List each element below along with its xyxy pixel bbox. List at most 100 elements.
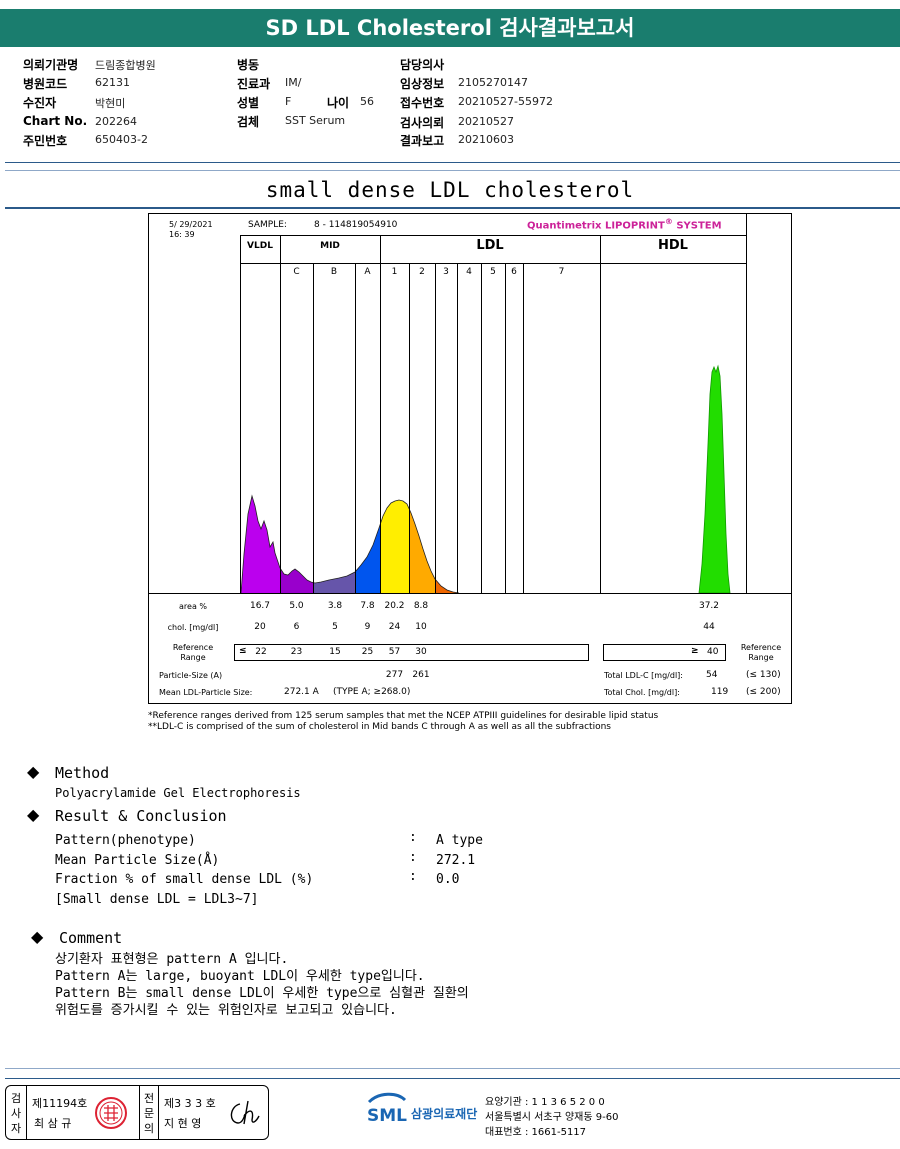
specialist-label-char: 의	[144, 1122, 155, 1135]
patient-name: 박현미	[95, 97, 126, 110]
mean-type: (TYPE A; ≥268.0)	[333, 687, 411, 697]
report-time-stamp: 16: 39	[169, 230, 195, 239]
result-colon: :	[409, 850, 417, 865]
header-line	[240, 235, 747, 236]
result-value: A type	[436, 833, 483, 848]
ref-le-symbol: ≤	[239, 646, 247, 656]
patient-label: 수진자	[23, 96, 57, 110]
band-fill	[435, 579, 459, 593]
particle-size: 277	[385, 670, 404, 680]
ref-value-hdl: 40	[707, 647, 719, 657]
brand-suffix: SYSTEM	[672, 220, 722, 232]
band-divider	[481, 263, 482, 593]
chol-value: 10	[415, 622, 427, 632]
signature-box: 검 사 자 제11194호 최 삼 규 전 문 의 제3 3 3 호 지 현 영	[5, 1085, 269, 1140]
brand-name: LIPOPRINT	[604, 220, 665, 232]
band-divider	[240, 235, 241, 593]
ref-ge-symbol: ≥	[691, 646, 699, 656]
hospital-code-label: 병원코드	[23, 77, 68, 91]
ref-right-b: Range	[748, 653, 774, 662]
band-divider	[505, 263, 506, 593]
comment-line: 위험도를 증가시킬 수 있는 위험인자로 보고되고 있습니다.	[55, 1003, 397, 1018]
brand-registered: ®	[664, 217, 673, 226]
group-mid: MID	[320, 241, 340, 251]
row-label-particle: Particle-Size (A)	[159, 671, 223, 680]
group-ldl: LDL	[476, 238, 504, 253]
result-heading: Result & Conclusion	[55, 807, 227, 825]
tester-name: 최 삼 규	[34, 1117, 72, 1130]
sign-divider	[26, 1086, 27, 1139]
diamond-bullet-icon: ◆	[31, 927, 44, 946]
divider-line	[5, 207, 900, 209]
area-value: 8.8	[413, 601, 429, 611]
ref-right-a: Reference	[740, 643, 782, 652]
sml-logo-icon: SML	[367, 1092, 407, 1126]
institution-label: 의뢰기관명	[23, 58, 79, 72]
band-divider	[409, 263, 410, 593]
comment-line: Pattern A는 large, buoyant LDL이 우세한 type입…	[55, 969, 425, 984]
band-divider	[380, 235, 381, 593]
area-value: 16.7	[249, 601, 271, 611]
row-label-chol: chol. [mg/dl]	[167, 623, 219, 632]
row-label-mean: Mean LDL-Particle Size:	[159, 688, 253, 697]
comment-line: Pattern B는 small dense LDL이 우세한 type으로 심…	[55, 986, 469, 1001]
tester-label-char: 사	[11, 1107, 22, 1120]
ref-value: 30	[415, 647, 427, 657]
diamond-bullet-icon: ◆	[27, 762, 40, 781]
sign-divider	[139, 1086, 140, 1139]
total-chol-value: 119	[711, 687, 729, 697]
result-colon: :	[409, 869, 417, 884]
sign-divider	[158, 1086, 159, 1139]
receipt-label: 접수번호	[400, 96, 445, 110]
ref-value: 23	[290, 647, 303, 657]
total-ldl-ref: (≤ 130)	[746, 670, 781, 680]
institution-value: 드림종합병원	[95, 59, 156, 72]
sml-logo-text: SML	[367, 1106, 407, 1126]
row-label-ref-b: Range	[180, 653, 206, 662]
receipt-value: 20210527-55972	[458, 95, 553, 108]
specialist-label-char: 전	[144, 1092, 155, 1105]
result-label: Mean Particle Size(Å)	[55, 853, 220, 868]
sex-label: 성별	[237, 96, 260, 110]
tester-seal-icon	[95, 1097, 127, 1129]
specialist-signature-icon	[230, 1100, 260, 1125]
tester-license: 제11194호	[32, 1097, 88, 1110]
report-date-stamp: 5/ 29/2021	[169, 220, 213, 229]
total-chol-label: Total Chol. [mg/dl]:	[604, 688, 680, 697]
band-fill	[409, 508, 435, 593]
band-divider	[457, 263, 458, 593]
comment-line: 상기환자 표현형은 pattern A 입니다.	[55, 952, 289, 967]
chol-value-hdl: 44	[703, 622, 715, 632]
band-fill	[241, 496, 280, 593]
hospital-code-value: 62131	[95, 76, 130, 89]
band-label: C	[293, 267, 300, 277]
resident-no: 650403-2	[95, 133, 148, 146]
total-ldl-label: Total LDL-C [mg/dl]:	[604, 671, 683, 680]
area-value: 5.0	[289, 601, 304, 611]
specimen-value: SST Serum	[285, 114, 346, 127]
comment-heading: Comment	[59, 929, 123, 947]
clinical-label: 임상정보	[400, 77, 445, 91]
ref-value: 25	[361, 647, 374, 657]
sample-id: 8 - 114819054910	[314, 220, 398, 230]
band-divider	[355, 263, 356, 593]
band-label: 6	[511, 267, 517, 277]
clinical-value: 2105270147	[458, 76, 528, 89]
org-name: 삼광의료재단	[411, 1107, 478, 1121]
tester-label-char: 자	[11, 1122, 22, 1135]
total-chol-ref: (≤ 200)	[746, 687, 781, 697]
band-label: 7	[558, 267, 565, 277]
chol-value: 9	[364, 622, 371, 632]
section-title: small dense LDL cholesterol	[265, 178, 635, 202]
band-divider	[313, 263, 314, 593]
sex-value: F	[285, 95, 292, 108]
dept-label: 진료과	[237, 77, 271, 91]
agency-number: 요양기관 : 1 1 3 6 5 2 0 0	[485, 1097, 605, 1108]
area-value-hdl: 37.2	[698, 601, 720, 611]
ref-value: 57	[388, 647, 401, 657]
band-fill	[280, 568, 313, 593]
request-date: 20210527	[458, 115, 514, 128]
age-label: 나이	[327, 96, 350, 110]
band-label: 4	[466, 267, 472, 277]
tester-label-char: 검	[11, 1092, 22, 1105]
